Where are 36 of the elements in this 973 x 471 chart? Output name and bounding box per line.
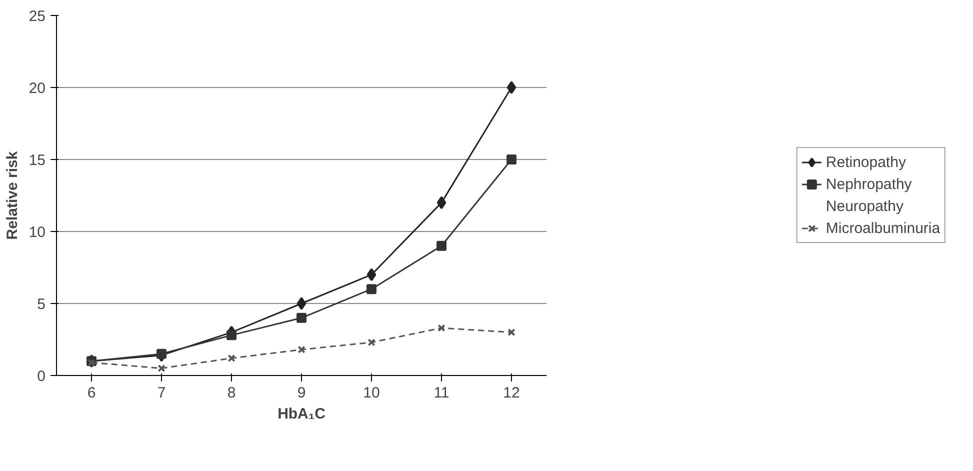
x-tick-label: 6	[87, 384, 96, 402]
y-tick-label: 5	[37, 296, 46, 313]
x-tick-label: 10	[363, 384, 380, 402]
point	[296, 297, 306, 310]
point	[156, 348, 166, 359]
text: Neuropathy	[826, 198, 904, 214]
point	[298, 346, 306, 354]
y-axis-title: Relative risk	[4, 150, 21, 240]
point	[368, 338, 376, 346]
point	[366, 284, 376, 294]
point	[226, 330, 236, 340]
y-tick-label: 10	[28, 224, 46, 241]
point	[508, 328, 516, 336]
legend-label: Retinopathy	[826, 154, 906, 170]
point	[296, 312, 306, 323]
x-tick-label: 9	[297, 384, 306, 402]
x-tick-label: 12	[503, 384, 520, 402]
point	[88, 358, 96, 366]
point	[436, 196, 446, 210]
point	[366, 268, 376, 282]
x-tick-label: 8	[227, 384, 236, 402]
point	[438, 324, 446, 332]
legend-label: Microalbuminuria	[826, 220, 940, 236]
y-tick-label: 25	[28, 8, 46, 25]
x-axis-title: HbA₁C	[278, 406, 326, 422]
point	[506, 154, 516, 164]
point	[158, 364, 166, 372]
legend-label: Nephropathy	[826, 176, 912, 192]
point	[436, 240, 446, 251]
point	[506, 81, 516, 94]
x-tick-label: 11	[434, 384, 450, 402]
y-tick-label: 20	[28, 80, 46, 97]
point	[228, 354, 236, 362]
y-tick-label: 0	[37, 368, 46, 385]
y-tick-label: 15	[28, 152, 46, 169]
x-tick-label: 7	[157, 384, 166, 402]
